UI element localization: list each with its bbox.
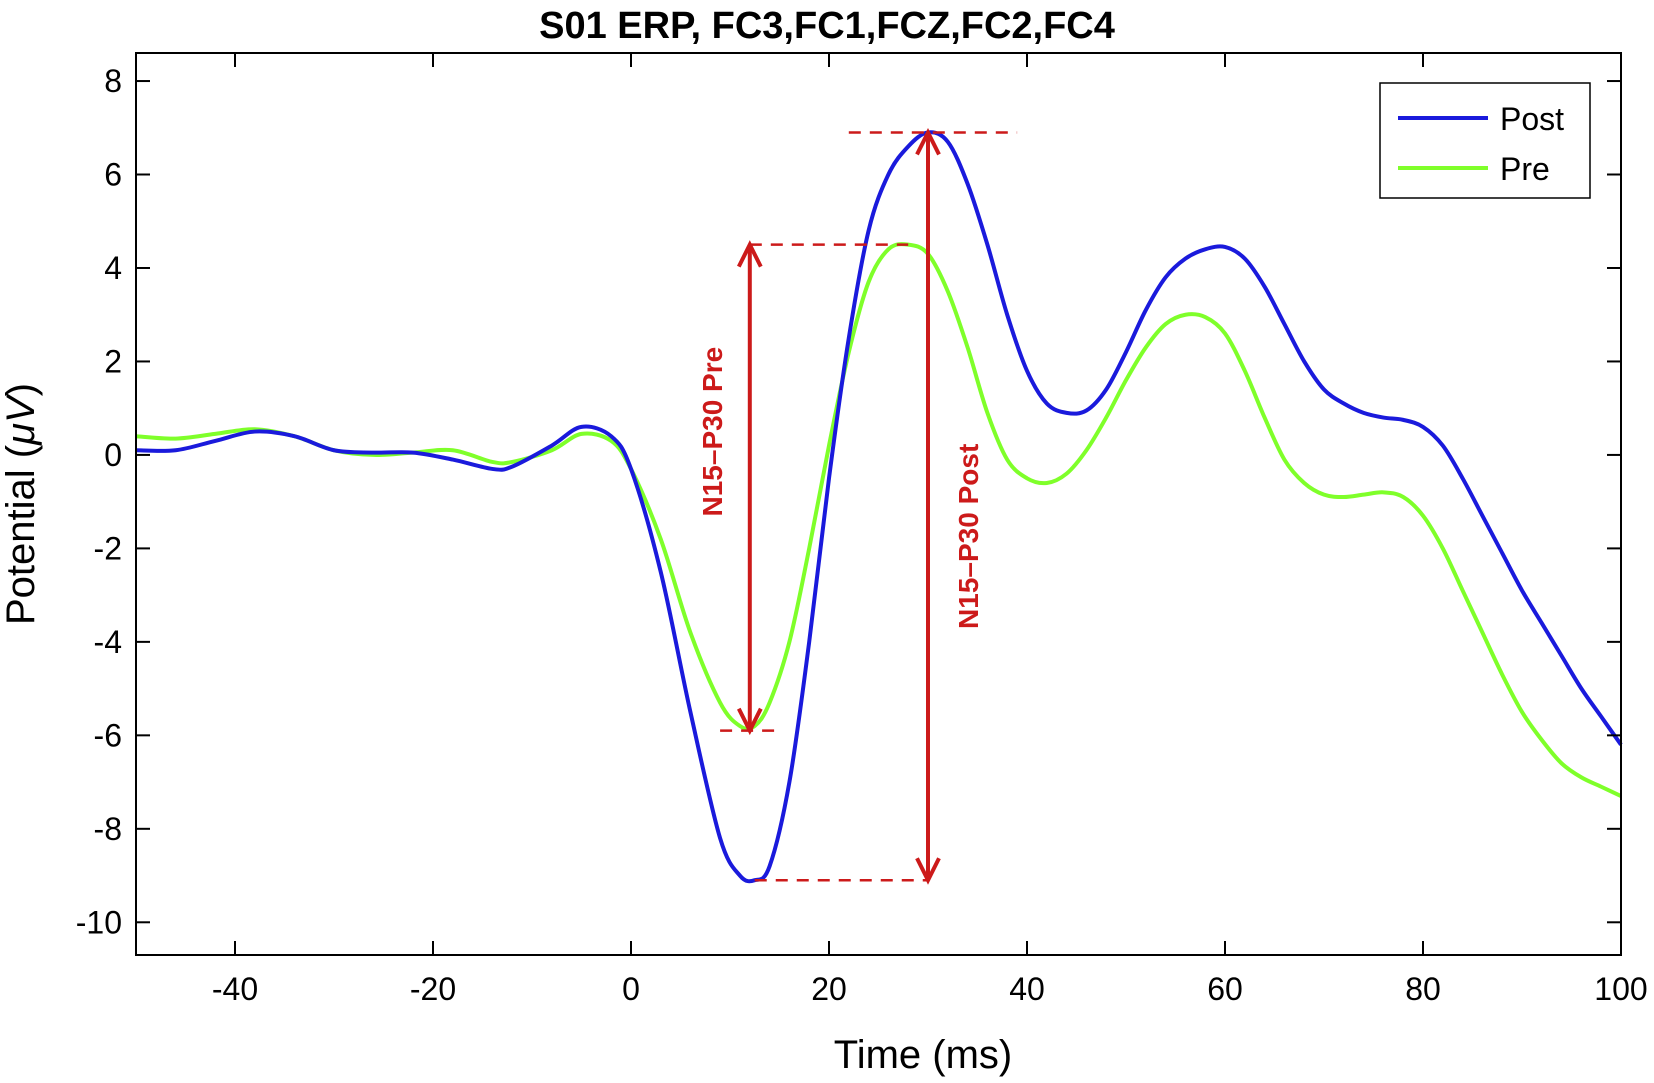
legend-label-post: Post: [1500, 101, 1564, 137]
y-tick-label: 2: [104, 343, 122, 379]
y-tick-label: -6: [94, 717, 122, 753]
x-tick-label: 100: [1594, 971, 1647, 1007]
y-axis-label-main: Potential (: [0, 444, 43, 625]
x-tick-label: -40: [212, 971, 258, 1007]
y-tick-label: -8: [94, 811, 122, 847]
axes-frame: [135, 52, 1622, 956]
post-arrow-head-top: [915, 127, 941, 156]
x-tick-label: 40: [1009, 971, 1045, 1007]
x-tick-label: -20: [410, 971, 456, 1007]
y-axis-label-unit: μV: [0, 393, 43, 446]
pre-annotation-label: N15–P30 Pre: [697, 347, 728, 517]
y-axis-label-close: ): [0, 383, 43, 396]
y-axis-label: Potential (μV): [0, 383, 43, 625]
y-tick-label: 6: [104, 157, 122, 193]
legend: Post Pre: [1379, 82, 1591, 199]
series-line-post: [135, 130, 1623, 884]
x-tick-label: 80: [1405, 971, 1441, 1007]
post-arrow-head-bottom: [915, 857, 941, 885]
annotation-layer: N15–P30 Pre N15–P30 Post: [697, 127, 1018, 885]
x-tick-label: 0: [622, 971, 640, 1007]
pre-arrow-head-bottom: [737, 707, 763, 736]
legend-label-pre: Pre: [1500, 151, 1550, 187]
y-tick-label: -4: [94, 624, 122, 660]
pre-arrow-head-top: [737, 240, 763, 268]
x-tick-label: 60: [1207, 971, 1243, 1007]
x-tick-label: 20: [811, 971, 847, 1007]
chart-title: S01 ERP, FC3,FC1,FCZ,FC2,FC4: [539, 5, 1115, 47]
legend-box: [1379, 82, 1591, 199]
y-tick-label: 8: [104, 63, 122, 99]
y-tick-label: 4: [104, 250, 122, 286]
y-tick-label: -2: [94, 530, 122, 566]
x-axis-label: Time (ms): [834, 1033, 1012, 1077]
y-tick-label: -10: [76, 904, 122, 940]
series-layer: [135, 130, 1623, 884]
series-line-pre: [135, 242, 1622, 798]
y-tick-label: 0: [104, 437, 122, 473]
post-annotation-label: N15–P30 Post: [953, 444, 984, 629]
